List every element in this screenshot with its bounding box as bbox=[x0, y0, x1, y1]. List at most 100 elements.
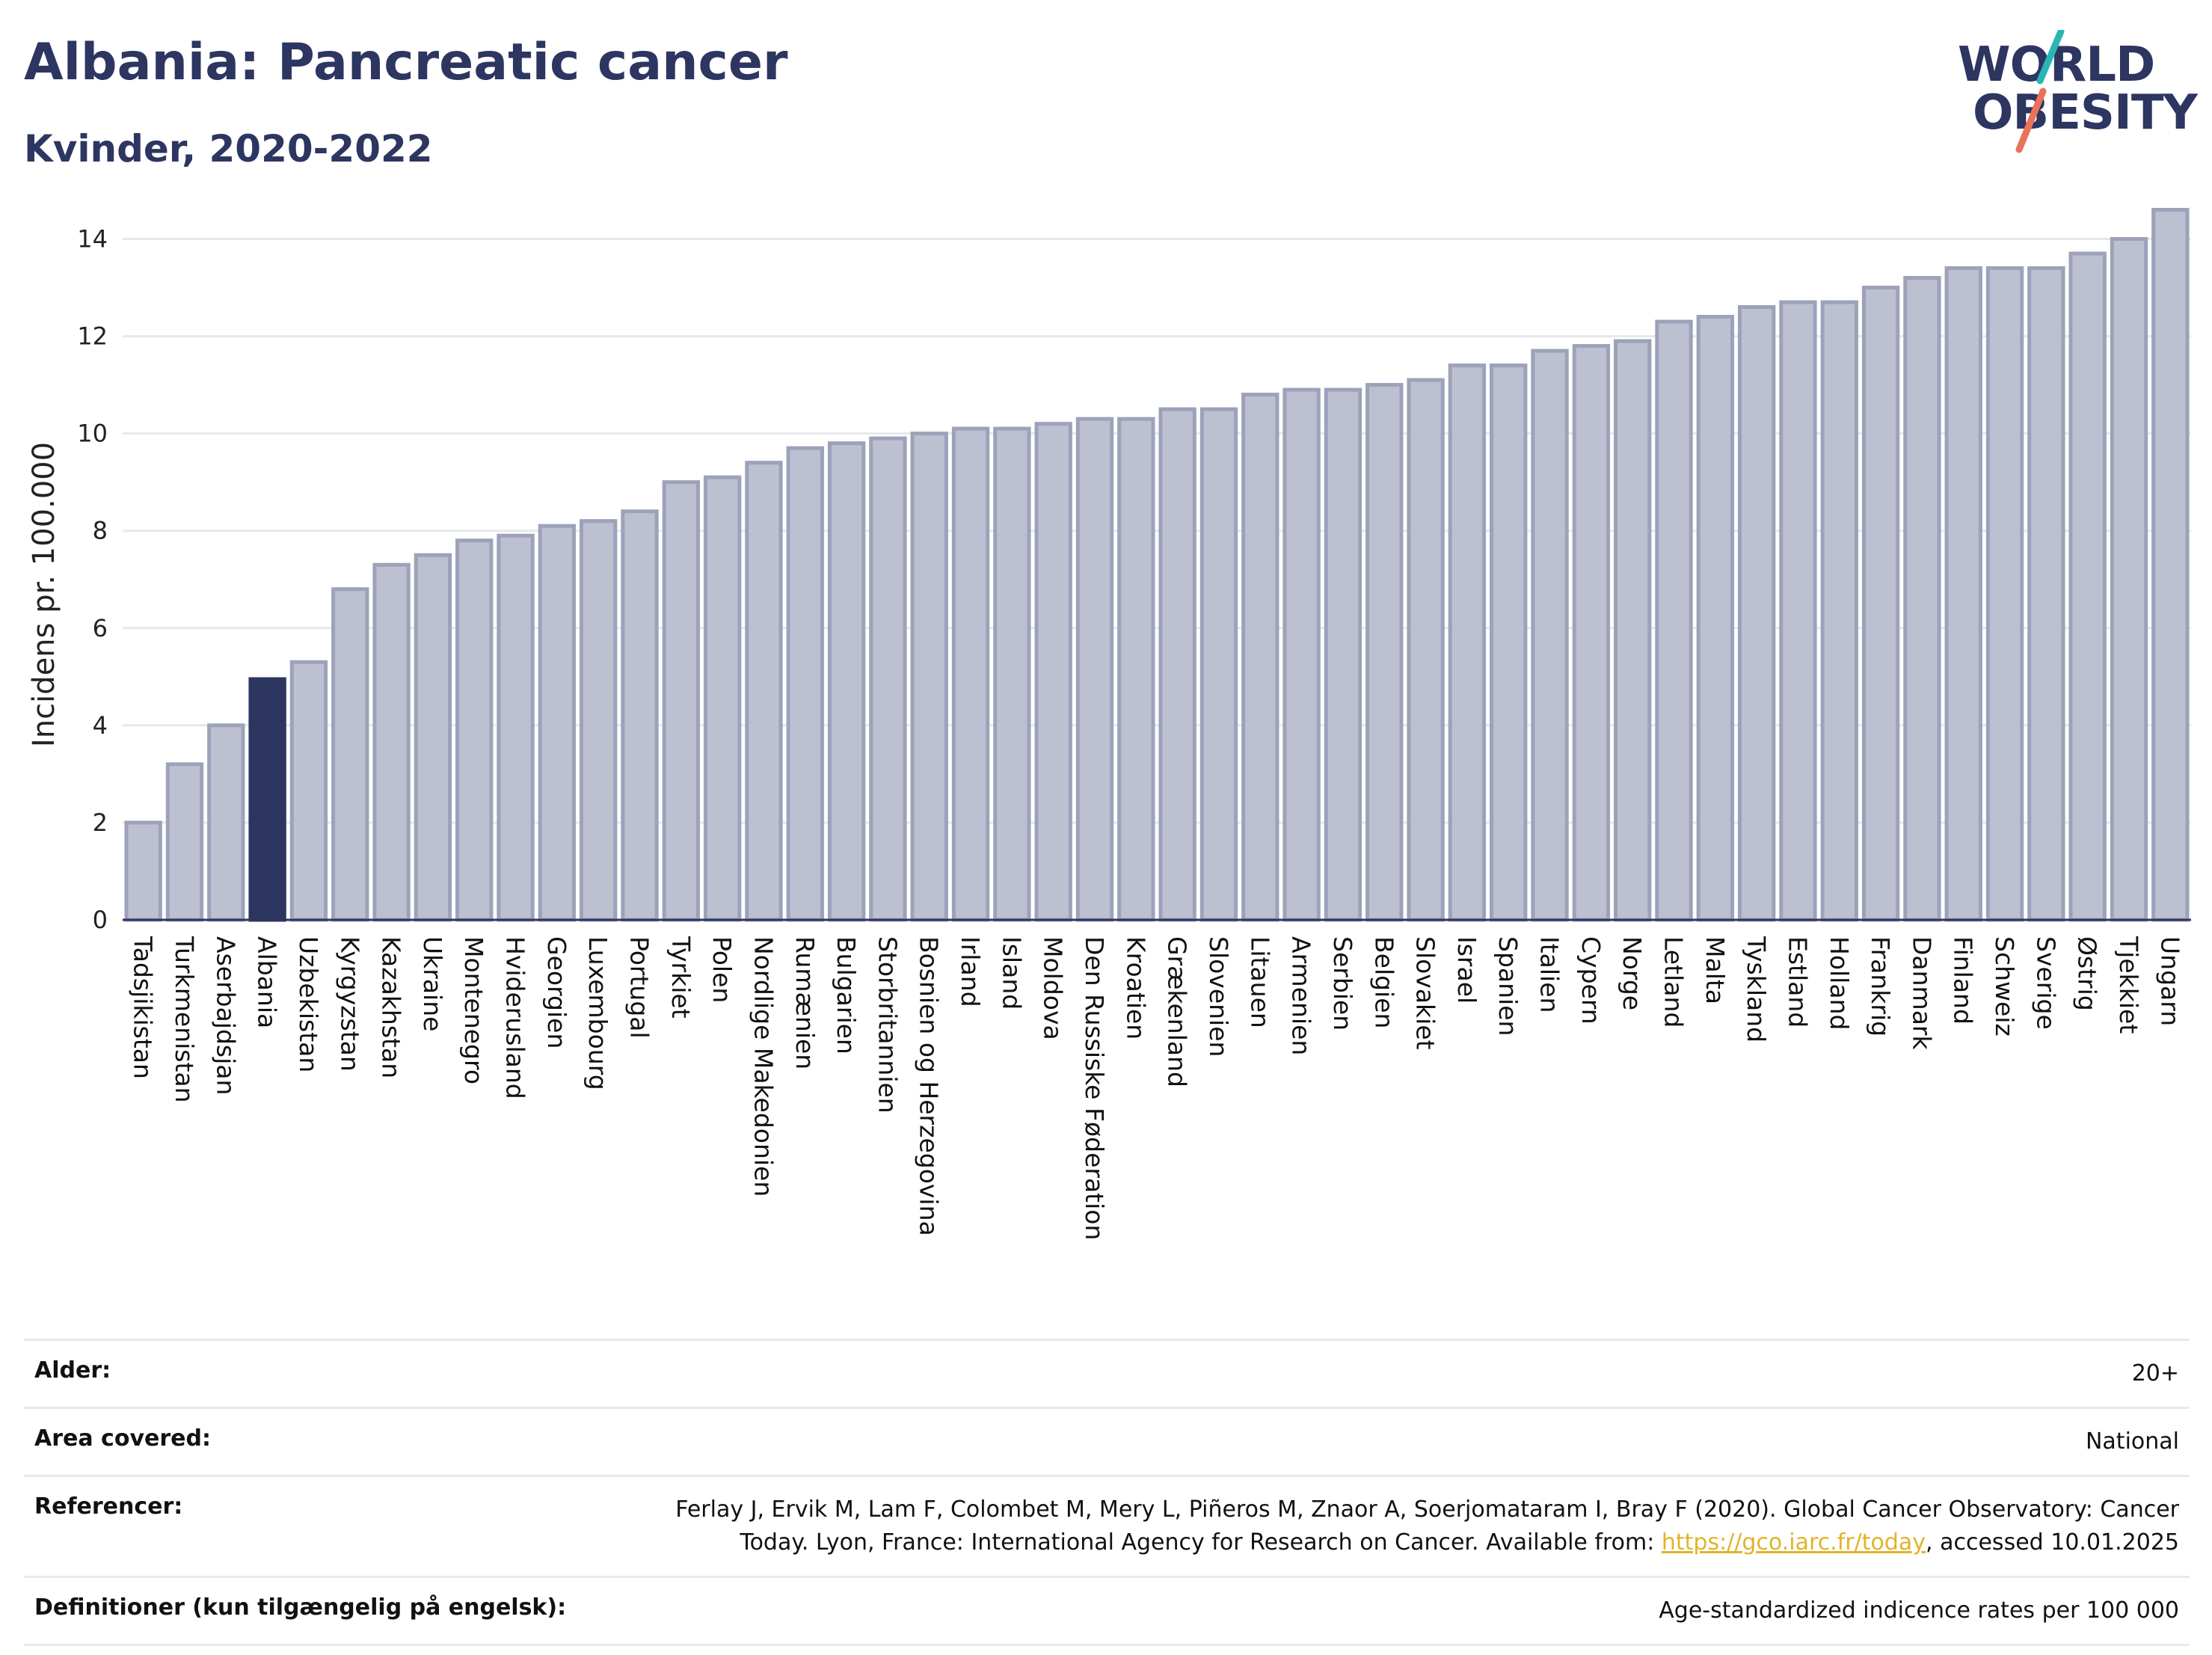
bar-tadsjikistan bbox=[124, 820, 162, 922]
x-tick-label: Hviderusland bbox=[501, 936, 530, 1099]
page-title: Albania: Pancreatic cancer bbox=[24, 33, 788, 92]
bar-portugal bbox=[621, 509, 659, 922]
bar-estland bbox=[1779, 300, 1817, 922]
row-definitions: Definitioner (kun tilgængelig på engelsk… bbox=[24, 1576, 2190, 1646]
bar-danmark bbox=[1903, 276, 1941, 922]
x-tick-label: Danmark bbox=[1907, 936, 1936, 1050]
definitions-label: Definitioner (kun tilgængelig på engelsk… bbox=[34, 1594, 567, 1621]
x-tick-label: Schweiz bbox=[1990, 936, 2019, 1037]
bar-holland bbox=[1820, 300, 1858, 922]
bar-finland bbox=[1944, 266, 1982, 922]
bar-polen bbox=[703, 475, 742, 922]
bar-luxembourg bbox=[579, 519, 618, 922]
x-tick-label: Slovakiet bbox=[1411, 936, 1440, 1050]
x-tick-label: Moldova bbox=[1039, 936, 1068, 1040]
x-tick-label: Portugal bbox=[625, 936, 654, 1039]
x-tick-label: Spanien bbox=[1493, 936, 1523, 1036]
x-tick-label: Aserbajdsjan bbox=[211, 936, 240, 1095]
x-tick-label: Bulgarien bbox=[832, 936, 861, 1054]
x-tick-label: Belgien bbox=[1369, 936, 1398, 1028]
info-table: Alder: 20+ Area covered: National Refere… bbox=[24, 1339, 2190, 1646]
bar-serbien bbox=[1324, 387, 1362, 922]
bar-armenien bbox=[1282, 387, 1321, 922]
bar-hviderusland bbox=[497, 533, 535, 922]
x-tick-label: Malta bbox=[1701, 936, 1730, 1004]
bar-tjekkiet bbox=[2110, 237, 2148, 922]
x-tick-label: Estland bbox=[1783, 936, 1812, 1028]
x-tick-label: Litauen bbox=[1245, 936, 1274, 1028]
bar-kyrgyzstan bbox=[331, 587, 369, 922]
bar-litauen bbox=[1241, 393, 1279, 922]
bar-montenegro bbox=[455, 538, 494, 922]
y-tick-label: 12 bbox=[77, 322, 108, 351]
bar-den-russiske-føderation bbox=[1075, 417, 1114, 922]
logo-slash-icon bbox=[2015, 30, 2065, 153]
x-tick-label: Italien bbox=[1535, 936, 1564, 1013]
x-tick-label: Slovenien bbox=[1204, 936, 1233, 1057]
x-tick-label: Kazakhstan bbox=[377, 936, 406, 1078]
x-tick-label: Storbritannien bbox=[873, 936, 902, 1114]
x-tick-label: Frankrig bbox=[1866, 936, 1895, 1037]
x-tick-label: Cypern bbox=[1576, 936, 1606, 1025]
bar-norge bbox=[1613, 339, 1652, 922]
area-value: National bbox=[2085, 1428, 2179, 1455]
x-tick-label: Tyrkiet bbox=[666, 936, 695, 1019]
bar-tyrkiet bbox=[662, 480, 701, 922]
x-tick-label: Finland bbox=[1949, 936, 1978, 1025]
definitions-value: Age-standardized indicence rates per 100… bbox=[1659, 1597, 2179, 1624]
age-value: 20+ bbox=[2131, 1360, 2179, 1387]
y-tick-label: 10 bbox=[77, 420, 108, 448]
x-tick-label: Israel bbox=[1452, 936, 1481, 1004]
y-tick-label: 8 bbox=[93, 517, 108, 545]
bar-kroatien bbox=[1117, 417, 1155, 922]
x-tick-label: Irland bbox=[956, 936, 985, 1007]
bar-bosnien-og-herzegovina bbox=[910, 432, 948, 922]
bar-rumænien bbox=[786, 446, 824, 922]
bar-island bbox=[993, 426, 1031, 922]
x-tick-label: Albania bbox=[253, 936, 282, 1028]
bar-schweiz bbox=[1985, 266, 2024, 922]
x-tick-label: Sverige bbox=[2031, 936, 2060, 1030]
bar-slovakiet bbox=[1407, 378, 1445, 922]
bar-nordlige-makedonien bbox=[745, 461, 783, 922]
references-line-2-pre: Today. Lyon, France: International Agenc… bbox=[740, 1529, 1662, 1556]
references-line-1: Ferlay J, Ervik M, Lam F, Colombet M, Me… bbox=[675, 1496, 2179, 1523]
x-tick-label: Tjekkiet bbox=[2114, 936, 2143, 1034]
bar-cypern bbox=[1572, 344, 1611, 922]
row-references: Referencer: Ferlay J, Ervik M, Lam F, Co… bbox=[24, 1475, 2190, 1576]
bar-malta bbox=[1696, 315, 1735, 922]
x-tick-label: Island bbox=[997, 936, 1026, 1010]
x-tick-label: Nordlige Makedonien bbox=[749, 936, 778, 1197]
bar-ungarn bbox=[2151, 207, 2190, 922]
x-tick-label: Østrig bbox=[2073, 936, 2102, 1011]
bar-bulgarien bbox=[827, 441, 866, 922]
bars bbox=[124, 207, 2190, 922]
x-tick-label: Letland bbox=[1659, 936, 1689, 1028]
bar-slovenien bbox=[1199, 407, 1238, 922]
bar-kazakhstan bbox=[372, 562, 411, 922]
x-tick-label: Georgien bbox=[542, 936, 571, 1048]
x-tick-label: Uzbekistan bbox=[294, 936, 323, 1072]
bar-chart: 0 2 4 6 8 10 12 14 Tadsjikistan Turkmenistan Aser… bbox=[27, 207, 2191, 1240]
bar-letland bbox=[1655, 319, 1693, 922]
x-tick-label: Den Russiske Føderation bbox=[1080, 936, 1109, 1240]
bar-ukraine bbox=[414, 553, 452, 922]
page-subtitle: Kvinder, 2020-2022 bbox=[24, 127, 433, 171]
x-tick-label: Armenien bbox=[1287, 936, 1316, 1055]
logo-line-obesity: OBESITY bbox=[1973, 85, 2198, 141]
x-tick-label: Holland bbox=[1825, 936, 1854, 1030]
area-label: Area covered: bbox=[34, 1425, 211, 1452]
references-value: Ferlay J, Ervik M, Lam F, Colombet M, Me… bbox=[675, 1493, 2179, 1559]
bar-tyskland bbox=[1737, 305, 1776, 922]
y-tick-label: 4 bbox=[93, 711, 108, 740]
x-tick-label: Polen bbox=[707, 936, 737, 1003]
y-tick-label: 14 bbox=[77, 225, 108, 254]
x-tick-label: Tyskland bbox=[1742, 936, 1771, 1043]
x-axis-ticks: Tadsjikistan Turkmenistan Aserbajdsjan Alba… bbox=[129, 936, 2185, 1240]
bar-uzbekistan bbox=[289, 660, 328, 922]
gco-link[interactable]: https://gco.iarc.fr/today bbox=[1661, 1529, 1926, 1556]
x-tick-label: Kroatien bbox=[1121, 936, 1150, 1040]
x-tick-label: Ungarn bbox=[2155, 936, 2184, 1026]
y-axis-label: Incidens pr. 100.000 bbox=[27, 442, 61, 747]
world-obesity-logo: WORLD OBESITY bbox=[1952, 30, 2199, 165]
